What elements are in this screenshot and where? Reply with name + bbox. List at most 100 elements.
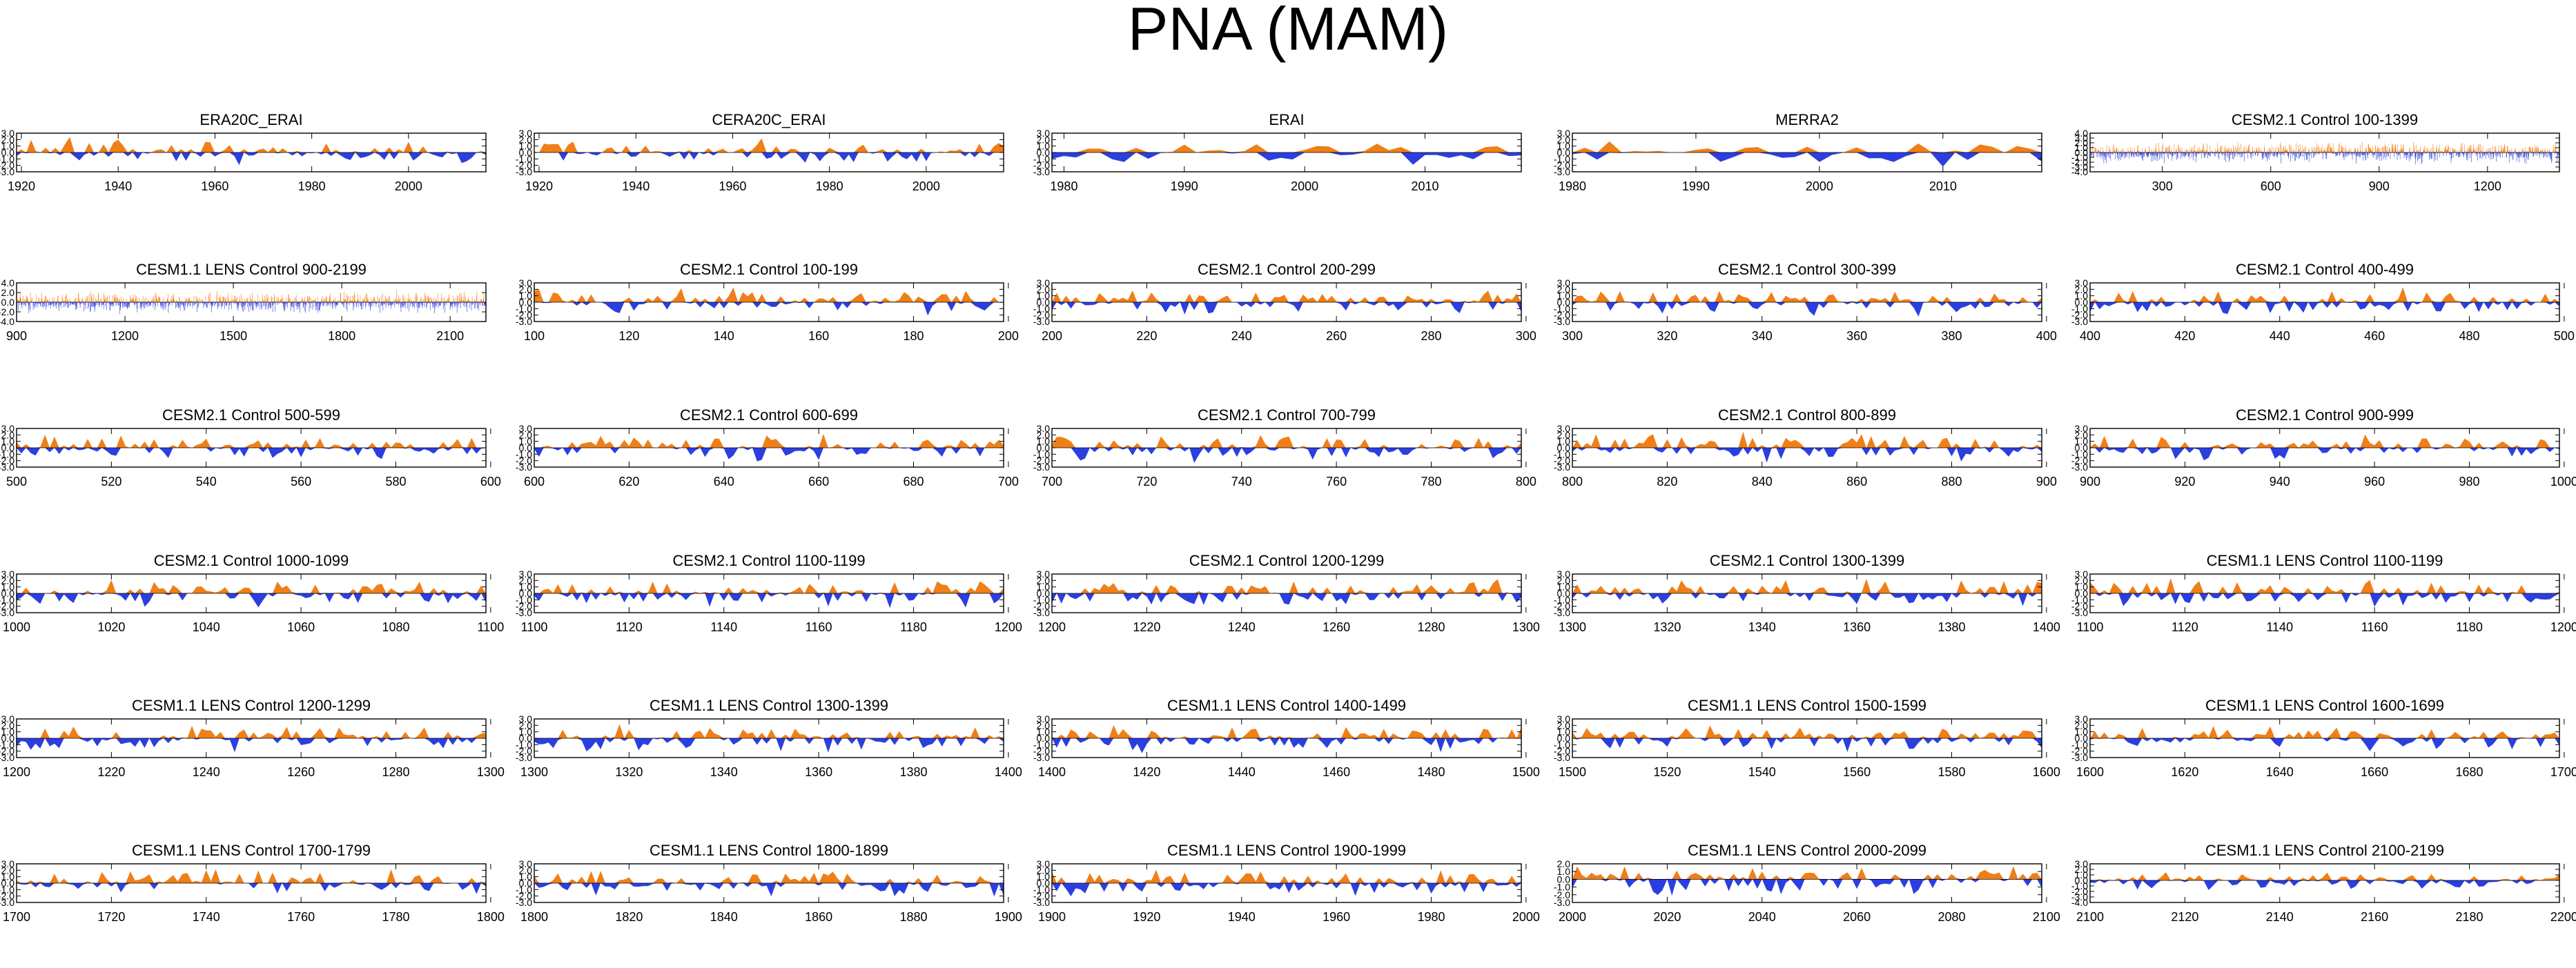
- y-tick-label: 3.0: [2075, 423, 2089, 434]
- y-tick-label: 0.0: [519, 878, 533, 889]
- y-tick-label: 1.0: [1037, 141, 1051, 152]
- y-tick-label: 3.0: [1557, 423, 1571, 434]
- x-tick-label: 1980: [1417, 910, 1445, 924]
- negative-area: [17, 738, 486, 753]
- y-tick-label: -1.0: [2071, 880, 2088, 891]
- x-tick-label: 1180: [900, 620, 927, 634]
- x-tick-label: 1320: [1653, 620, 1681, 634]
- panel-frame: [2089, 863, 2560, 903]
- x-tick-label: 1120: [616, 620, 643, 634]
- x-tick-label: 580: [385, 475, 406, 488]
- chart-panel-11: CESM2.1 Control 600-6993.02.01.00.0-1.0-…: [516, 406, 1019, 488]
- y-tick-label: -3.0: [516, 166, 532, 177]
- x-tick-label: 780: [1421, 475, 1441, 488]
- x-tick-label: 700: [998, 475, 1019, 488]
- y-tick-label: 0.0: [1557, 733, 1571, 744]
- y-tick-label: 0.0: [2075, 147, 2089, 158]
- x-tick-label: 1640: [2266, 765, 2294, 779]
- x-tick-label: 2120: [2171, 910, 2198, 924]
- y-tick-label: -2.0: [2071, 601, 2088, 612]
- y-tick-label: -1.0: [0, 448, 14, 460]
- y-tick-label: 3.0: [519, 713, 533, 724]
- negative-area: [534, 738, 1004, 753]
- y-tick-label: -3.0: [516, 607, 532, 618]
- y-tick-label: 1.0: [1037, 290, 1051, 302]
- panel-title: CESM1.1 LENS Control 1900-1999: [1167, 842, 1406, 859]
- chart-panel-22: CESM1.1 LENS Control 1400-1499 3.02.01.00…: [1033, 697, 1540, 779]
- chart-panel-25: CESM1.1 LENS Control 1700-1799 3.02.01.00…: [0, 842, 505, 924]
- x-tick-label: 1500: [219, 329, 247, 343]
- positive-area: [2090, 872, 2559, 880]
- y-tick-label: 2.0: [2075, 429, 2089, 440]
- y-tick-label: 1.0: [1037, 727, 1051, 738]
- y-tick-label: -3.0: [0, 897, 14, 908]
- y-tick-label: 2.0: [1, 865, 15, 876]
- positive-area: [534, 724, 1004, 738]
- positive-area: [1572, 866, 2042, 880]
- positive-area: [534, 434, 1004, 448]
- y-tick-label: 3.0: [1, 128, 15, 139]
- x-tick-label: 2100: [2076, 910, 2104, 924]
- negative-area: [1052, 302, 1521, 315]
- x-tick-label: 840: [1752, 475, 1773, 488]
- y-tick-label: 3.0: [1037, 713, 1051, 724]
- y-tick-label: 2.0: [1037, 134, 1051, 145]
- x-tick-label: 1780: [382, 910, 409, 924]
- y-tick-label: -1.0: [1554, 739, 1570, 750]
- y-tick-label: 1.0: [1, 141, 15, 152]
- y-tick-label: -2.0: [1554, 455, 1570, 466]
- y-tick-label: 1.0: [519, 141, 533, 152]
- x-tick-label: 2160: [2361, 910, 2388, 924]
- panel-title: CESM2.1 Control 600-699: [680, 406, 858, 424]
- x-tick-label: 1560: [1843, 765, 1871, 779]
- y-tick-label: -1.0: [1033, 448, 1050, 460]
- x-tick-label: 1280: [1417, 620, 1445, 634]
- y-tick-label: 0.0: [1037, 297, 1051, 308]
- positive-area: [1052, 579, 1521, 593]
- x-tick-label: 1460: [1323, 765, 1350, 779]
- chart-panel-17: CESM2.1 Control 1200-1299 3.02.01.00.0-1.…: [1033, 552, 1540, 634]
- negative-area: [1572, 152, 2042, 167]
- x-tick-label: 860: [1846, 475, 1867, 488]
- negative-area: [2090, 448, 2559, 461]
- panel-title: CESM1.1 LENS Control 1600-1699: [2205, 697, 2444, 714]
- x-tick-label: 200: [1042, 329, 1062, 343]
- y-tick-label: 1.0: [2075, 290, 2089, 302]
- y-tick-label: 0.0: [519, 588, 533, 599]
- x-tick-label: 220: [1136, 329, 1157, 343]
- positive-area: [534, 138, 1004, 152]
- x-tick-label: 1400: [1038, 765, 1066, 779]
- y-tick-label: -1.0: [0, 153, 14, 164]
- y-tick-label: 3.0: [519, 858, 533, 869]
- y-tick-label: 1.0: [2075, 869, 2089, 880]
- x-tick-label: 1620: [2171, 765, 2198, 779]
- x-tick-label: 560: [291, 475, 311, 488]
- x-tick-label: 2000: [1806, 179, 1833, 193]
- negative-area: [17, 448, 486, 460]
- y-tick-label: 2.0: [1037, 284, 1051, 295]
- x-tick-label: 1140: [710, 620, 737, 634]
- x-tick-label: 640: [714, 475, 734, 488]
- positive-area: [1052, 144, 1521, 152]
- x-tick-label: 340: [1752, 329, 1773, 343]
- x-tick-label: 400: [2080, 329, 2100, 343]
- positive-area: [2090, 287, 2559, 302]
- y-tick-label: -1.0: [1033, 303, 1050, 314]
- x-tick-label: 1860: [805, 910, 832, 924]
- y-tick-label: 2.0: [1037, 720, 1051, 731]
- y-tick-label: 0.0: [2075, 442, 2089, 453]
- y-tick-label: 3.0: [1, 858, 15, 869]
- y-tick-label: -2.0: [0, 746, 14, 757]
- x-tick-label: 1960: [201, 179, 228, 193]
- panel-title: CERA20C_ERAI: [712, 111, 826, 128]
- y-tick-label: 1.0: [2075, 142, 2089, 153]
- y-tick-label: 0.0: [1557, 588, 1571, 599]
- y-tick-label: -3.0: [1554, 752, 1570, 763]
- panel-title: CESM2.1 Control 400-499: [2236, 261, 2414, 278]
- x-tick-label: 1940: [1228, 910, 1256, 924]
- y-tick-label: -1.0: [0, 884, 14, 895]
- y-tick-label: -1.0: [0, 739, 14, 750]
- y-tick-label: -2.0: [1033, 160, 1050, 171]
- y-tick-label: 2.0: [1037, 865, 1051, 876]
- negative-area: [2090, 738, 2559, 751]
